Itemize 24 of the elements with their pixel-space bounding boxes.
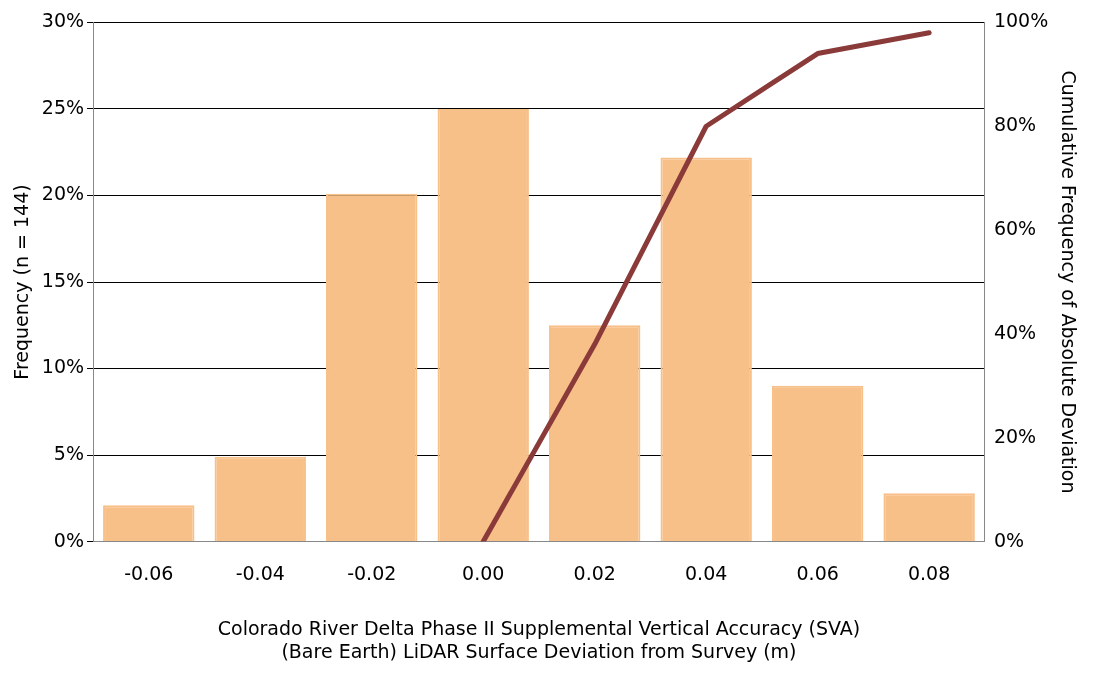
y2-tick-label: 0%	[993, 528, 1025, 551]
x-tick-label: -0.04	[235, 561, 285, 584]
x-axis-title: Colorado River Delta Phase II Supplemental Vertical Accuracy (SVA) (Bare Earth) LiDAR Surface Deviation from Survey (m)	[217, 616, 861, 662]
y-tick-label: 30%	[41, 9, 85, 32]
y-tick-label: 20%	[41, 182, 85, 205]
x-tick-label: 0.00	[462, 561, 505, 584]
y-tick-label: 15%	[41, 268, 85, 291]
y2-axis-title: Cumulative Frequency of Absolute Deviation	[1057, 70, 1080, 494]
y2-tick-label: 80%	[993, 113, 1037, 136]
y-axis-title: Frequency (n = 144)	[10, 184, 33, 380]
x-tick-label: 0.02	[573, 561, 616, 584]
y2-tick-label: 20%	[993, 424, 1037, 447]
y-tick-label: 0%	[53, 528, 85, 551]
y-tick-label: 25%	[41, 95, 85, 118]
y2-tick-label: 40%	[993, 320, 1037, 343]
y-tick-label: 10%	[41, 355, 85, 378]
x-tick-label: -0.02	[347, 561, 397, 584]
y2-tick-label: 100%	[993, 9, 1049, 32]
x-tick-label: 0.04	[685, 561, 728, 584]
x-tick-label: 0.06	[796, 561, 839, 584]
y-tick-label: 5%	[53, 442, 85, 464]
x-tick-label: -0.06	[124, 561, 174, 584]
y2-tick-label: 60%	[993, 217, 1037, 240]
x-tick-label: 0.08	[907, 561, 951, 584]
